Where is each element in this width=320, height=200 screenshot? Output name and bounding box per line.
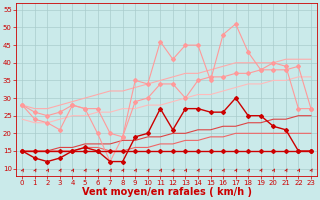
X-axis label: Vent moyen/en rafales ( km/h ): Vent moyen/en rafales ( km/h ) bbox=[82, 187, 252, 197]
